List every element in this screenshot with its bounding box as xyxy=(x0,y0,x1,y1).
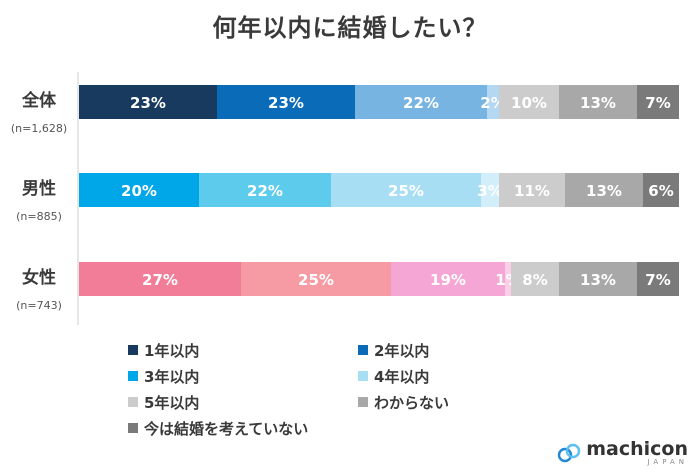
legend-label: 2年以内 xyxy=(374,341,430,360)
bar-segment xyxy=(499,85,559,119)
bar-segment xyxy=(481,173,499,207)
bar-segment xyxy=(217,85,355,119)
brand-name: machicon xyxy=(586,438,688,460)
legend-item: わからない xyxy=(358,392,449,412)
sample-size-label: (n=743) xyxy=(16,299,62,312)
brand-sub: JAPAN xyxy=(647,458,688,466)
bar-segment xyxy=(505,262,511,296)
bar-segment xyxy=(391,262,505,296)
legend-swatch xyxy=(358,397,368,407)
bar-segment xyxy=(79,85,217,119)
legend-label: 3年以内 xyxy=(144,367,200,386)
data-label: 25% xyxy=(298,271,334,289)
legend-item: 3年以内 xyxy=(128,366,199,386)
rings-icon xyxy=(558,443,581,463)
legend-swatch xyxy=(128,397,138,407)
legend-swatch xyxy=(358,345,368,355)
data-label: 23% xyxy=(268,94,304,112)
legend-item: 2年以内 xyxy=(358,340,429,360)
chart-title: 何年以内に結婚したい？ xyxy=(212,14,488,42)
bar-segment xyxy=(79,173,199,207)
bar-segment xyxy=(643,173,679,207)
data-label: 27% xyxy=(142,271,178,289)
bar-segment xyxy=(355,85,487,119)
legend-label: 1年以内 xyxy=(144,341,200,360)
category-label: 全体 xyxy=(21,90,57,111)
data-label: 10% xyxy=(511,94,547,112)
data-label: 13% xyxy=(586,182,622,200)
bar-segment xyxy=(199,173,331,207)
bar-segment xyxy=(559,85,637,119)
legend-item: 今は結婚を考えていない xyxy=(128,418,308,438)
bar-segment xyxy=(511,262,559,296)
legend-item: 4年以内 xyxy=(358,366,429,386)
legend-label: 5年以内 xyxy=(144,393,200,412)
legend-swatch xyxy=(358,371,368,381)
data-label: 23% xyxy=(130,94,166,112)
data-label: 13% xyxy=(580,271,616,289)
bar-segment xyxy=(241,262,391,296)
data-label: 7% xyxy=(645,271,670,289)
legend-swatch xyxy=(128,423,138,433)
data-label: 19% xyxy=(430,271,466,289)
category-label: 女性 xyxy=(22,267,56,288)
bar-segment xyxy=(499,173,565,207)
bar-segment xyxy=(559,262,637,296)
data-label: 8% xyxy=(522,271,547,289)
data-label: 11% xyxy=(514,182,550,200)
data-label: 6% xyxy=(648,182,673,200)
legend-item: 1年以内 xyxy=(128,340,199,360)
data-label: 22% xyxy=(247,182,283,200)
sample-size-label: (n=885) xyxy=(16,210,62,223)
bar-segment xyxy=(565,173,643,207)
data-label: 20% xyxy=(121,182,157,200)
data-label: 7% xyxy=(645,94,670,112)
bar-segment xyxy=(637,262,679,296)
stacked-bar-chart: 23% 23% 22% 2% 10% 13% 7%20% 22% 25% 3% 11% 13% 6%27… xyxy=(11,72,679,325)
bar-segment xyxy=(331,173,481,207)
bar-segment xyxy=(487,85,499,119)
brand-logo: machicon JAPAN xyxy=(556,440,688,466)
bar-segment xyxy=(637,85,679,119)
data-label: 3% xyxy=(477,182,502,200)
data-label: 22% xyxy=(403,94,439,112)
legend-swatch xyxy=(128,371,138,381)
category-label: 男性 xyxy=(22,178,56,199)
legend-label: 今は結婚を考えていない xyxy=(144,419,309,438)
sample-size-label: (n=1,628) xyxy=(11,122,67,135)
data-label: 25% xyxy=(388,182,424,200)
legend-swatch xyxy=(128,345,138,355)
bar-segment xyxy=(79,262,241,296)
legend-item: 5年以内 xyxy=(128,392,199,412)
data-label: 13% xyxy=(580,94,616,112)
legend-label: 4年以内 xyxy=(374,367,430,386)
legend-label: わからない xyxy=(374,393,450,412)
